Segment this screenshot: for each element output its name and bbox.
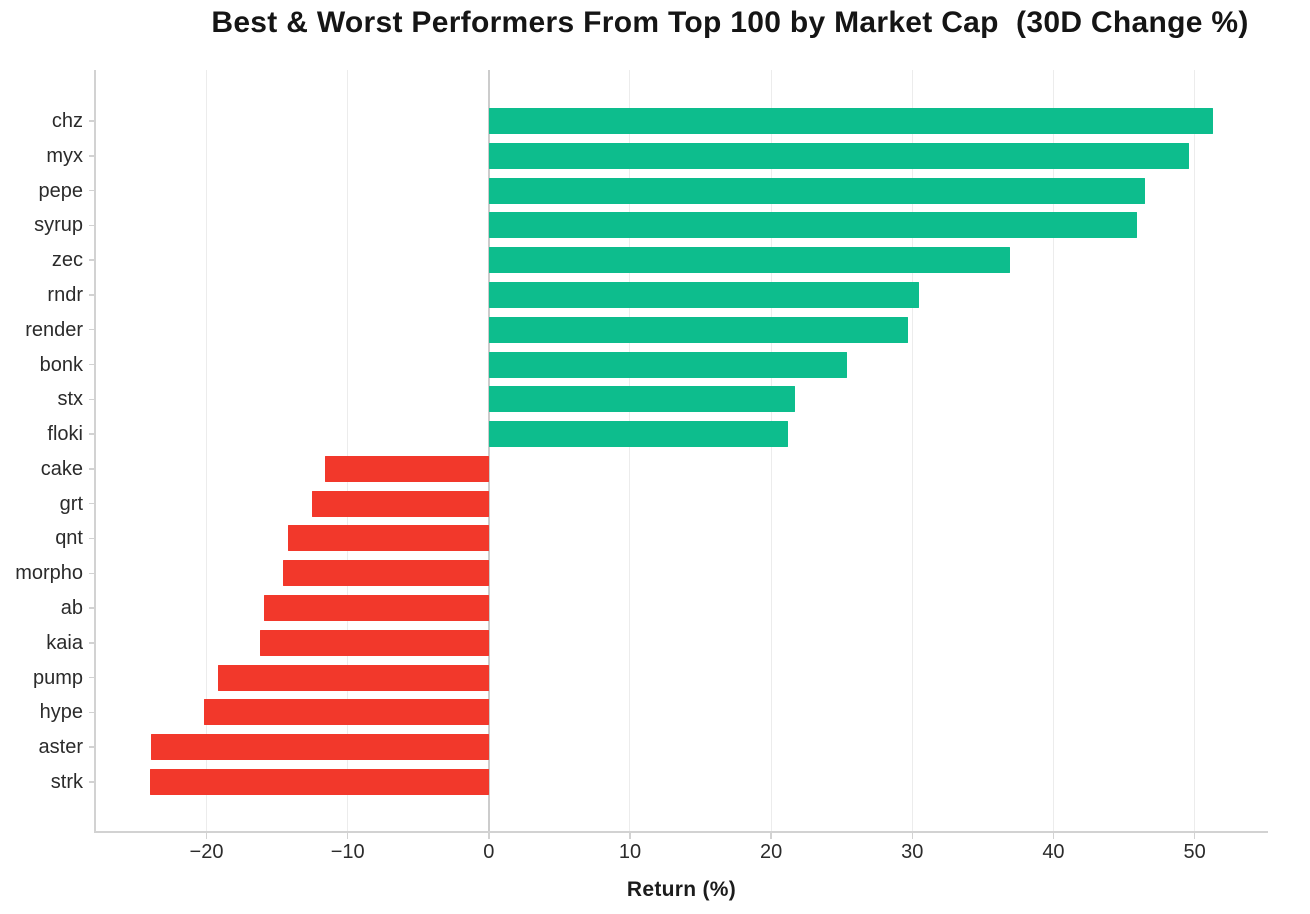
gridline	[911, 70, 913, 831]
bar-morpho	[282, 560, 489, 587]
y-tick-mark	[89, 328, 95, 331]
y-tick-mark	[89, 537, 95, 540]
x-tick-label: 30	[901, 841, 924, 863]
y-tick-mark	[89, 120, 95, 122]
y-tick-mark	[89, 502, 95, 505]
bar-strk	[150, 769, 489, 795]
bar-grt	[312, 490, 489, 517]
y-tick-label-qnt: qnt	[55, 527, 83, 550]
y-tick-mark	[89, 468, 95, 470]
y-tick-label-cake: cake	[40, 457, 83, 480]
bar-bonk	[488, 351, 848, 378]
y-tick-label-zec: zec	[51, 249, 83, 272]
x-axis-line	[94, 831, 1268, 833]
plot-area	[89, 70, 1268, 839]
y-tick-label-bonk: bonk	[39, 353, 83, 376]
bar-zec	[488, 247, 1010, 274]
y-tick-mark	[89, 155, 95, 157]
y-tick-mark	[89, 189, 95, 192]
y-tick-label-ab: ab	[60, 597, 83, 620]
bar-syrup	[488, 212, 1137, 239]
y-tick-label-kaia: kaia	[46, 631, 83, 654]
bar-qnt	[288, 525, 489, 552]
x-tick-mark	[346, 831, 349, 839]
y-tick-mark	[89, 398, 95, 401]
y-tick-label-strk: strk	[50, 771, 83, 793]
gridline	[347, 70, 349, 831]
y-tick-label-floki: floki	[47, 423, 83, 446]
bar-myx	[488, 142, 1189, 169]
y-tick-mark	[89, 607, 95, 609]
bar-aster	[151, 734, 489, 761]
x-axis-label: Return (%)	[626, 878, 737, 901]
y-tick-label-pump: pump	[32, 666, 83, 689]
y-axis-line	[94, 70, 96, 831]
y-tick-mark	[89, 642, 95, 644]
x-tick-label: 0	[483, 841, 495, 863]
x-tick-mark	[488, 831, 490, 839]
zero-gridline	[488, 70, 490, 831]
y-tick-label-grt: grt	[59, 492, 83, 515]
bar-render	[488, 316, 909, 343]
bar-pump	[217, 664, 489, 691]
gridline	[770, 70, 772, 831]
x-tick-mark	[205, 831, 208, 839]
y-tick-mark	[89, 224, 95, 227]
y-tick-label-myx: myx	[46, 144, 83, 167]
x-tick-mark	[911, 831, 914, 839]
bar-rndr	[488, 281, 920, 308]
y-tick-label-morpho: morpho	[15, 562, 83, 585]
y-tick-mark	[89, 433, 95, 435]
y-tick-label-syrup: syrup	[34, 214, 83, 237]
x-tick-label: 20	[760, 841, 783, 863]
bar-kaia	[260, 629, 489, 656]
bar-cake	[325, 455, 489, 482]
gridline	[1194, 70, 1196, 831]
x-tick-mark	[1052, 831, 1055, 839]
y-tick-mark	[89, 363, 95, 366]
y-tick-mark	[89, 746, 95, 748]
y-tick-mark	[89, 259, 95, 261]
y-tick-label-rndr: rndr	[47, 283, 83, 306]
gridline	[1052, 70, 1054, 831]
x-tick-label: −10	[330, 841, 365, 863]
gridline	[206, 70, 207, 831]
y-tick-label-aster: aster	[38, 736, 83, 759]
y-tick-label-stx: stx	[57, 388, 83, 411]
bar-stx	[488, 386, 796, 413]
y-tick-mark	[89, 676, 95, 679]
y-tick-mark	[89, 294, 95, 296]
bar-hype	[203, 699, 489, 726]
y-tick-mark	[89, 781, 95, 783]
bar-floki	[488, 421, 789, 448]
x-tick-label: 50	[1183, 841, 1206, 863]
bar-pepe	[488, 177, 1146, 204]
x-tick-label: −20	[189, 841, 224, 863]
gridline	[629, 70, 631, 831]
x-tick-mark	[1193, 831, 1196, 839]
x-tick-label: 40	[1042, 841, 1065, 863]
x-tick-mark	[629, 831, 631, 839]
y-tick-label-hype: hype	[39, 701, 83, 724]
x-tick-mark	[770, 831, 772, 839]
y-tick-mark	[89, 572, 95, 575]
y-tick-label-render: render	[25, 318, 83, 341]
y-tick-mark	[89, 711, 95, 714]
chart-title: Best & Worst Performers From Top 100 by …	[211, 6, 1249, 39]
y-tick-label-pepe: pepe	[38, 179, 84, 202]
bar-chz	[488, 108, 1213, 134]
x-tick-label: 10	[618, 841, 642, 863]
y-tick-label-chz: chz	[51, 110, 83, 132]
bar-ab	[264, 595, 489, 622]
